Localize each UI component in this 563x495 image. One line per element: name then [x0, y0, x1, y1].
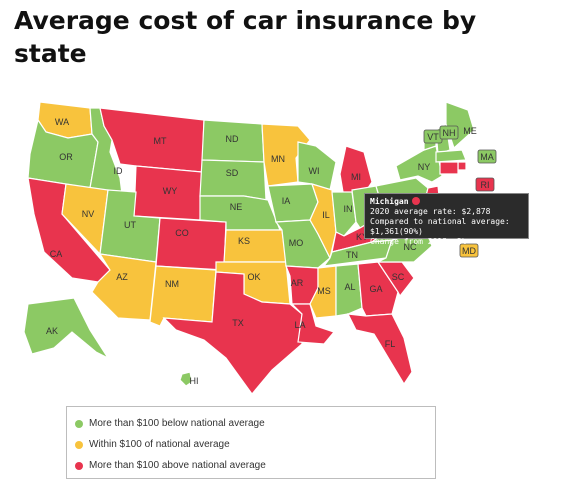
legend-swatch-below — [75, 419, 83, 428]
state-ia[interactable] — [267, 183, 319, 223]
tooltip-comparison: Compared to national average: $1,361(90%… — [370, 217, 510, 236]
state-label-al: AL — [344, 282, 355, 292]
state-label-ma: MA — [480, 152, 494, 162]
state-label-fl: FL — [385, 339, 396, 349]
state-label-in: IN — [344, 204, 353, 214]
state-nm[interactable] — [149, 265, 217, 327]
state-label-ut: UT — [124, 220, 136, 230]
state-label-ne: NE — [230, 202, 243, 212]
state-label-md: MD — [462, 246, 476, 256]
legend-item-below: More than $100 below national average — [75, 413, 427, 434]
state-label-ny: NY — [418, 162, 431, 172]
state-label-sc: SC — [392, 272, 405, 282]
state-label-ks: KS — [238, 236, 250, 246]
legend: More than $100 below national average Wi… — [66, 406, 436, 479]
tooltip-rate: 2020 average rate: $2,878 — [370, 207, 491, 216]
state-label-mo: MO — [289, 238, 304, 248]
us-states-map: WA OR CA ID NV MT WY UT AZ CO NM ND SD NE KS OK TX MN IA MO… — [23, 101, 497, 395]
state-mn[interactable] — [261, 123, 311, 187]
page-title: Average cost of car insurance by state — [14, 6, 477, 68]
tooltip-color-dot — [411, 197, 420, 205]
state-ri[interactable] — [457, 161, 467, 171]
state-badge-ma[interactable] — [477, 149, 497, 164]
state-al[interactable] — [335, 263, 363, 317]
state-label-sd: SD — [226, 168, 239, 178]
state-label-ga: GA — [369, 284, 382, 294]
state-label-mi: MI — [351, 172, 361, 182]
legend-item-above: More than $100 above national average — [75, 455, 427, 476]
state-label-az: AZ — [116, 272, 128, 282]
state-badge-ri[interactable] — [475, 177, 495, 192]
tooltip-change: Change from 2019: 9% — [370, 237, 467, 246]
state-mt[interactable] — [99, 107, 205, 173]
state-label-ar: AR — [291, 278, 304, 288]
state-label-wy: WY — [163, 186, 178, 196]
state-ma[interactable] — [435, 149, 467, 163]
state-ct[interactable] — [439, 161, 459, 175]
state-hi[interactable] — [179, 371, 193, 387]
legend-label-above: More than $100 above national average — [89, 460, 266, 471]
state-label-mt: MT — [154, 136, 167, 146]
state-label-ak: AK — [46, 326, 58, 336]
state-label-hi: HI — [190, 376, 199, 386]
legend-swatch-above — [75, 461, 83, 470]
tooltip-state-name: Michigan — [370, 197, 409, 206]
state-tx[interactable] — [162, 271, 303, 395]
state-label-la: LA — [294, 320, 305, 330]
state-badge-md[interactable] — [459, 243, 479, 258]
state-label-nh: NH — [443, 128, 456, 138]
state-label-mn: MN — [271, 154, 285, 164]
state-label-vt: VT — [427, 132, 439, 142]
state-label-nm: NM — [165, 279, 179, 289]
state-label-or: OR — [59, 152, 73, 162]
state-label-tn: TN — [346, 250, 358, 260]
state-label-ri: RI — [481, 180, 490, 190]
state-label-ok: OK — [247, 272, 260, 282]
legend-label-below: More than $100 below national average — [89, 418, 265, 429]
state-label-wa: WA — [55, 117, 69, 127]
legend-label-within: Within $100 of national average — [89, 439, 230, 450]
state-label-tx: TX — [232, 318, 244, 328]
state-label-il: IL — [322, 210, 330, 220]
legend-item-within: Within $100 of national average — [75, 434, 427, 455]
state-ak[interactable] — [23, 297, 110, 360]
state-sd[interactable] — [199, 159, 267, 201]
state-label-me: ME — [463, 126, 477, 136]
state-label-ia: IA — [282, 196, 291, 206]
state-label-nd: ND — [226, 134, 239, 144]
state-badge-nh[interactable] — [439, 125, 459, 140]
state-label-co: CO — [175, 228, 189, 238]
state-tooltip: Michigan 2020 average rate: $2,878 Compa… — [364, 193, 529, 246]
state-fl[interactable] — [346, 313, 413, 386]
state-label-ms: MS — [317, 286, 331, 296]
state-label-wi: WI — [309, 166, 320, 176]
state-label-nc: NC — [404, 242, 417, 252]
state-label-ky: KY — [356, 232, 368, 242]
state-label-id: ID — [114, 166, 124, 176]
state-in[interactable] — [331, 191, 357, 237]
state-label-nv: NV — [82, 209, 95, 219]
state-ks[interactable] — [223, 229, 287, 263]
state-me[interactable] — [445, 101, 475, 150]
state-label-ca: CA — [50, 249, 63, 259]
legend-swatch-within — [75, 440, 83, 449]
